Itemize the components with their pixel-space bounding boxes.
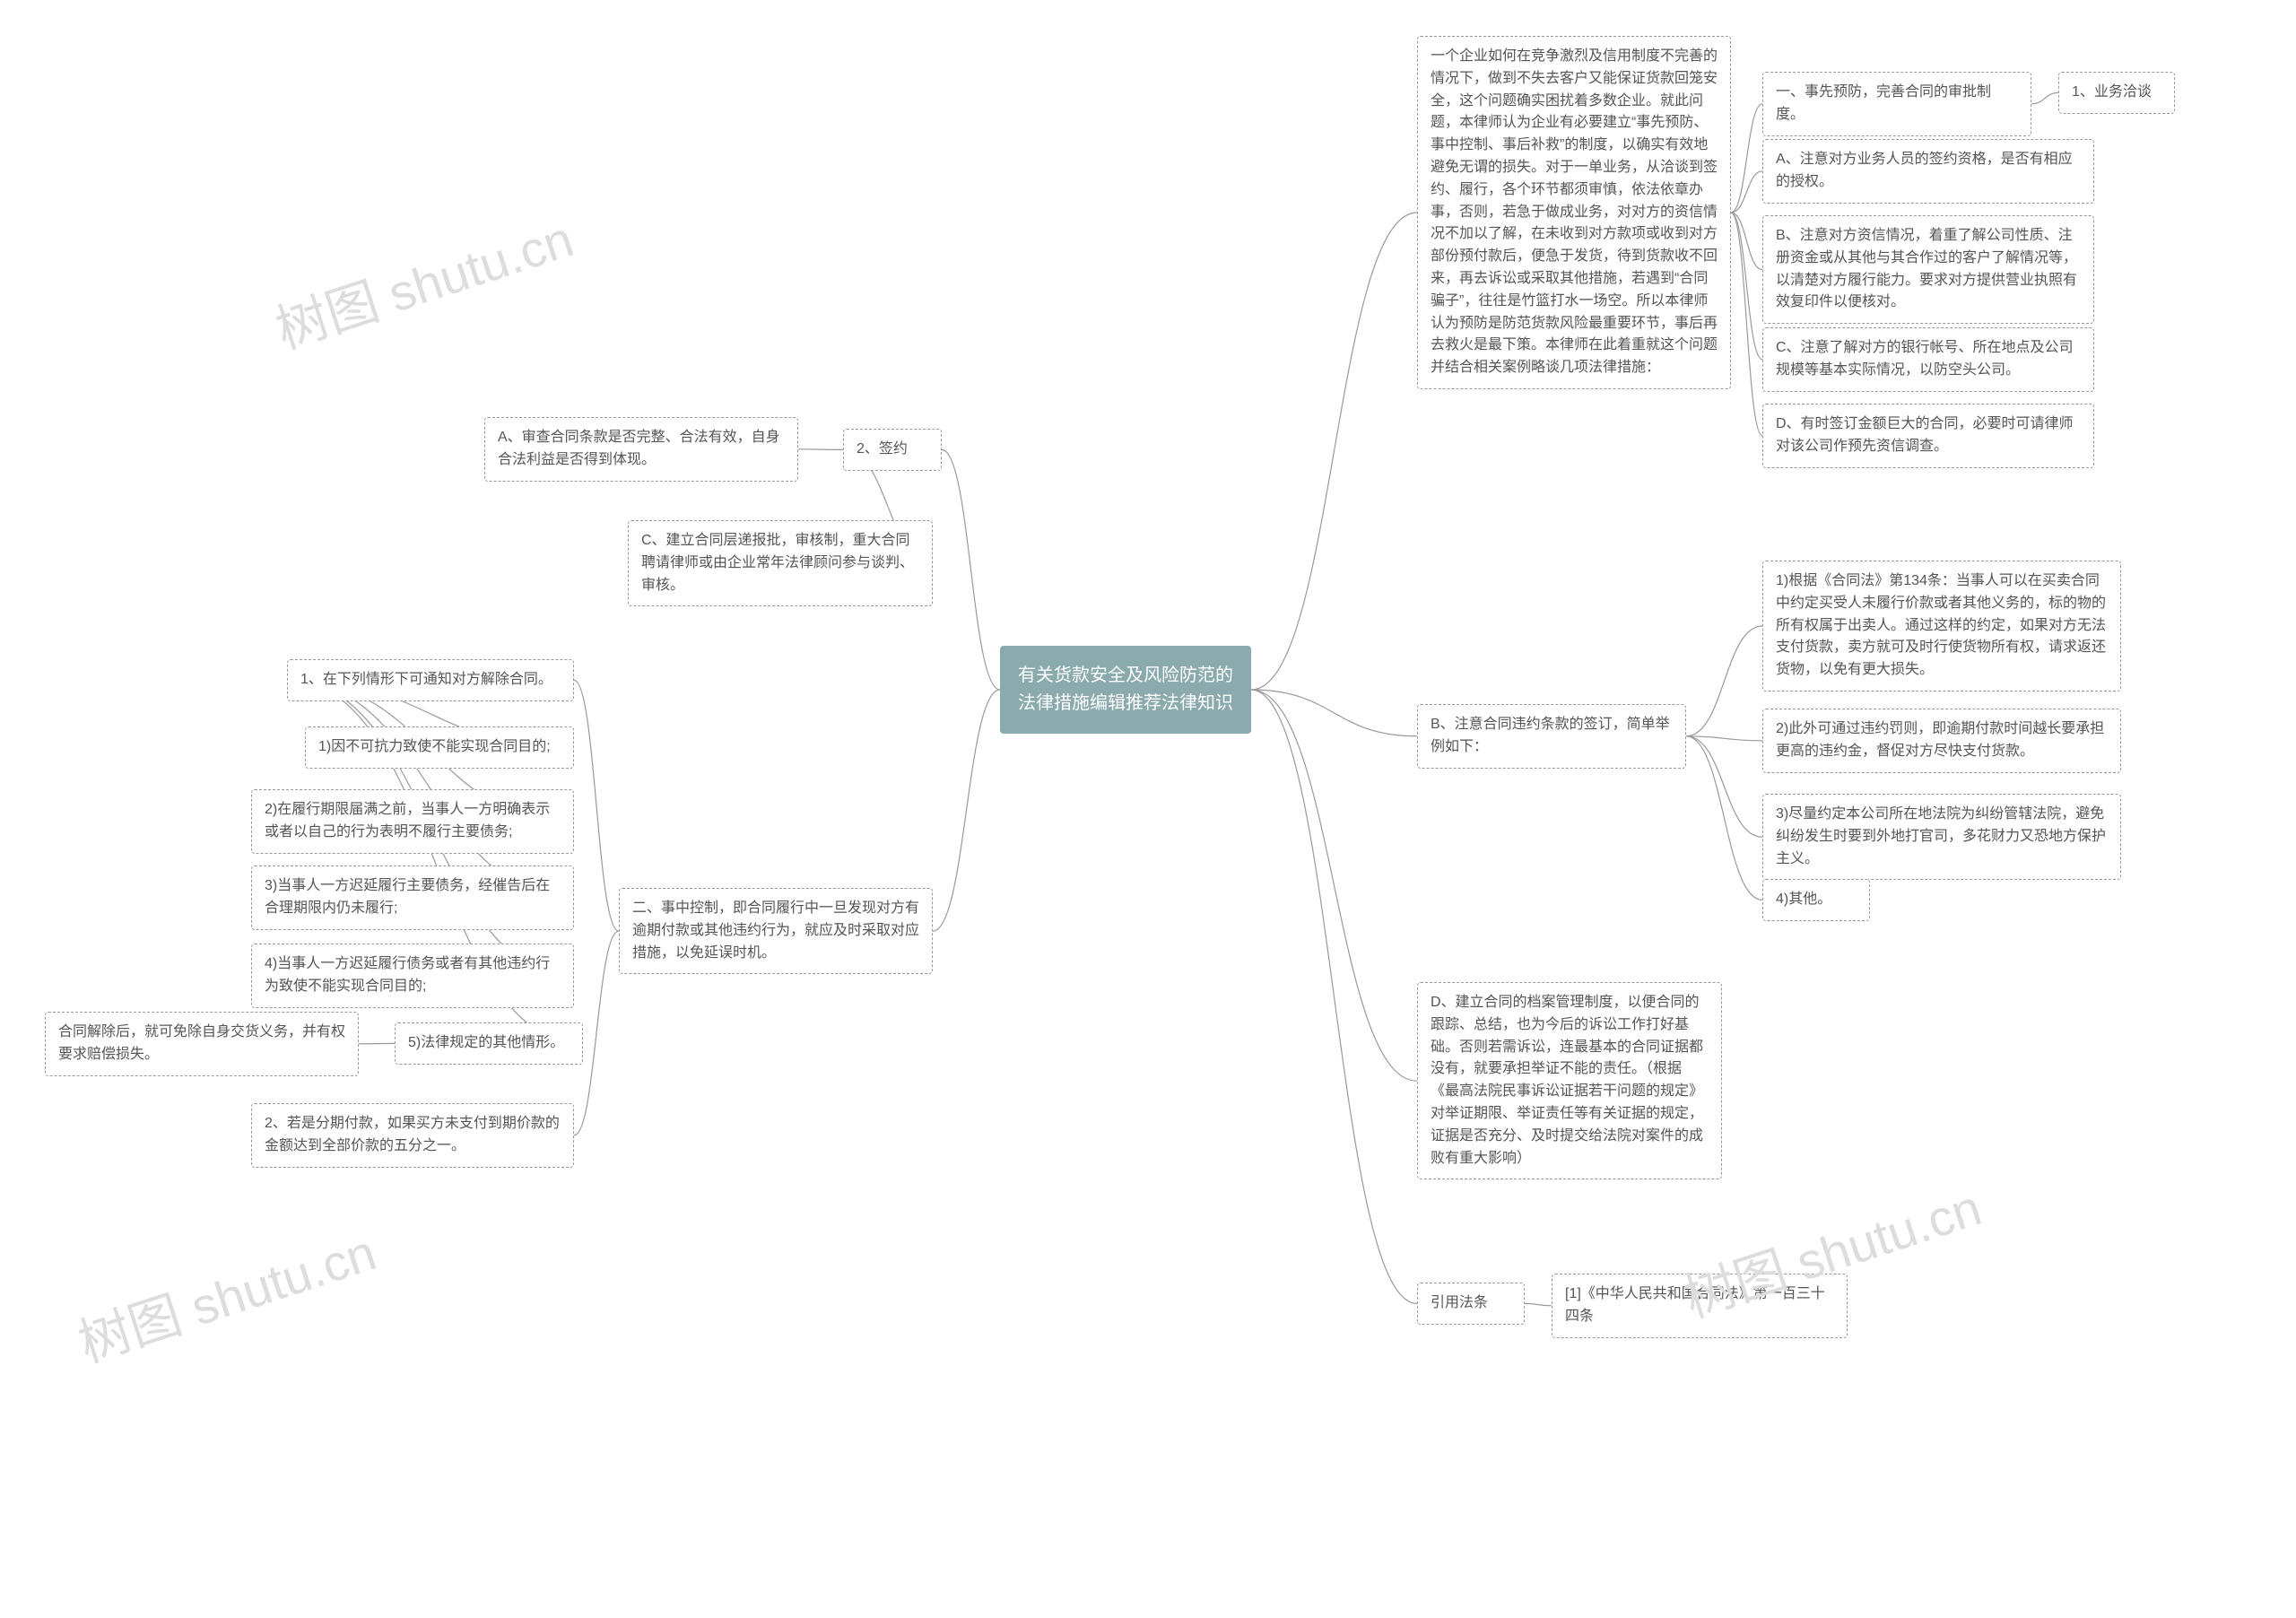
connector (1731, 213, 1762, 360)
mindmap-node: 5)法律规定的其他情形。 (395, 1022, 583, 1065)
mindmap-node: 2、签约 (843, 429, 942, 471)
mindmap-node: A、注意对方业务人员的签约资格，是否有相应的授权。 (1762, 139, 2094, 204)
mindmap-node: D、有时签订金额巨大的合同，必要时可请律师对该公司作预先资信调查。 (1762, 404, 2094, 468)
mindmap-node: [1]《中华人民共和国合同法》第一百三十四条 (1552, 1274, 1848, 1338)
mindmap-node: 2)在履行期限届满之前，当事人一方明确表示或者以自己的行为表明不履行主要债务; (251, 789, 574, 854)
connector (1686, 736, 1762, 900)
mindmap-node: 3)尽量约定本公司所在地法院为纠纷管辖法院，避免纠纷发生时要到外地打官司，多花财… (1762, 794, 2121, 880)
connector (1686, 626, 1762, 736)
connector (1251, 213, 1417, 690)
mindmap-node: 2、若是分期付款，如果买方未支付到期价款的金额达到全部价款的五分之一。 (251, 1103, 574, 1168)
connector (1251, 690, 1417, 736)
mindmap-node: B、注意对方资信情况，着重了解公司性质、注册资金或从其他与其合作过的客户了解情况… (1762, 215, 2094, 324)
mindmap-node: C、注意了解对方的银行帐号、所在地点及公司规模等基本实际情况，以防空头公司。 (1762, 327, 2094, 392)
mindmap-node: 合同解除后，就可免除自身交货义务，并有权要求赔偿损失。 (45, 1012, 359, 1076)
connector (942, 449, 1000, 690)
mindmap-node: 1)因不可抗力致使不能实现合同目的; (305, 726, 574, 769)
mindmap-node: 1、业务洽谈 (2058, 72, 2175, 114)
mindmap-node: 3)当事人一方迟延履行主要债务，经催告后在合理期限内仍未履行; (251, 866, 574, 930)
connector (1731, 213, 1762, 270)
mindmap-node: D、建立合同的档案管理制度，以便合同的跟踪、总结，也为今后的诉讼工作打好基础。否… (1417, 982, 1722, 1179)
mindmap-node: C、建立合同层递报批，审核制，重大合同聘请律师或由企业常年法律顾问参与谈判、审核… (628, 520, 933, 606)
mindmap-node: 1、在下列情形下可通知对方解除合同。 (287, 659, 574, 701)
connector (1731, 213, 1762, 436)
connector (1686, 736, 1762, 741)
connector (798, 449, 843, 450)
mindmap-node: 一、事先预防，完善合同的审批制度。 (1762, 72, 2031, 136)
mindmap-node: 4)当事人一方迟延履行债务或者有其他违约行为致使不能实现合同目的; (251, 944, 574, 1008)
mindmap-node: 二、事中控制，即合同履行中一旦发现对方有逾期付款或其他违约行为，就应及时采取对应… (619, 888, 933, 974)
mindmap-node: A、审查合同条款是否完整、合法有效，自身合法利益是否得到体现。 (484, 417, 798, 482)
mindmap-node: 一个企业如何在竞争激烈及信用制度不完善的情况下，做到不失去客户又能保证货款回笼安… (1417, 36, 1731, 389)
connector (1731, 104, 1762, 213)
mindmap-node: B、注意合同违约条款的签订，简单举例如下： (1417, 704, 1686, 769)
mindmap-node: 2)此外可通过违约罚则，即逾期付款时间越长要承担更高的违约金，督促对方尽快支付货… (1762, 709, 2121, 773)
connector (1731, 171, 1762, 213)
connector (1251, 690, 1417, 1081)
connector (574, 680, 619, 931)
connector (2031, 92, 2058, 103)
watermark: 树图 shutu.cn (67, 1210, 383, 1377)
center-node: 有关货款安全及风险防范的法律措施编辑推荐法律知识 (1000, 646, 1251, 734)
connector (1525, 1303, 1552, 1305)
watermark: 树图 shutu.cn (265, 196, 580, 363)
mindmap-node: 引用法条 (1417, 1283, 1525, 1325)
connector (933, 690, 1000, 931)
connector (1251, 690, 1417, 1303)
mindmap-node: 1)根据《合同法》第134条：当事人可以在买卖合同中约定买受人未履行价款或者其他… (1762, 561, 2121, 692)
mindmap-node: 4)其他。 (1762, 879, 1870, 921)
connector (1686, 736, 1762, 837)
